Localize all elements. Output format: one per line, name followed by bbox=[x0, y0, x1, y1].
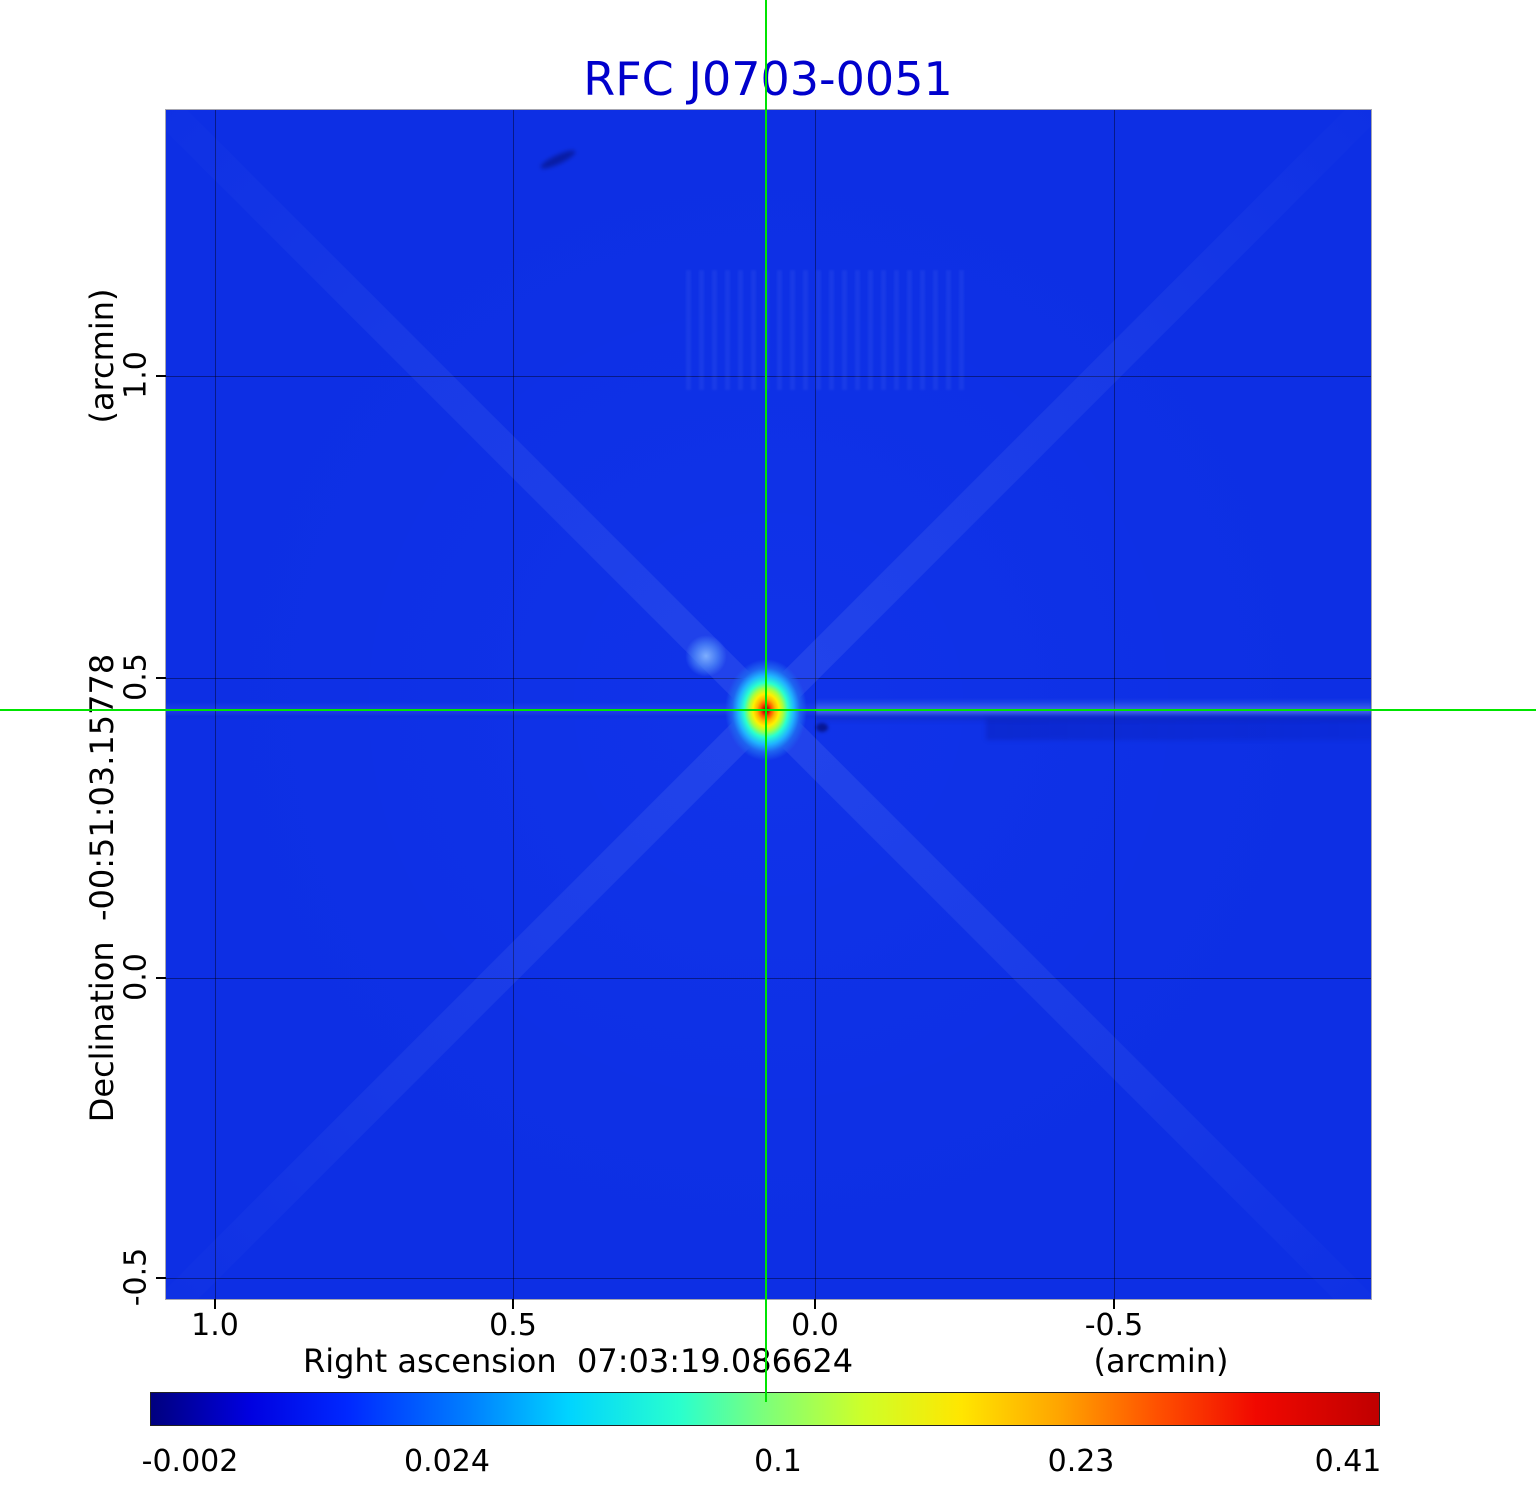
y-axis-tick bbox=[156, 375, 166, 377]
x-axis-unit: (arcmin) bbox=[1093, 1342, 1229, 1380]
sidelobe-streak bbox=[816, 698, 1371, 724]
y-tick-label: 1.0 bbox=[118, 351, 154, 399]
y-tick-label: 0.5 bbox=[118, 653, 154, 701]
y-axis-unit: (arcmin) bbox=[83, 288, 121, 424]
plot-title: RFC J0703-0051 bbox=[583, 52, 953, 106]
grid-line-vertical bbox=[1114, 110, 1115, 1299]
x-axis-tick bbox=[512, 1299, 514, 1309]
x-tick-label: 0.5 bbox=[489, 1308, 537, 1343]
colorbar-tick-label: 0.23 bbox=[1047, 1444, 1115, 1479]
x-tick-label: 1.0 bbox=[191, 1308, 239, 1343]
y-axis-tick bbox=[156, 677, 166, 679]
crosshair-horizontal-line bbox=[0, 709, 1536, 711]
image-plot-area bbox=[165, 109, 1372, 1300]
y-axis-tick bbox=[156, 977, 166, 979]
colorbar-tick-label: 0.024 bbox=[404, 1444, 490, 1479]
y-axis-tick bbox=[156, 1277, 166, 1279]
x-axis-label: Right ascension 07:03:19.086624 bbox=[302, 1342, 854, 1380]
x-axis-tick bbox=[214, 1299, 216, 1309]
dark-smudge bbox=[538, 147, 578, 172]
dark-artifact-wedge bbox=[986, 718, 1371, 740]
y-axis-label: Declination -00:51:03.15778 bbox=[83, 653, 121, 1123]
x-axis-tick bbox=[814, 1299, 816, 1309]
y-tick-label: 0.0 bbox=[118, 953, 154, 1001]
colorbar-tick-label: 0.1 bbox=[754, 1444, 802, 1479]
sidelobe-ripples bbox=[686, 270, 966, 390]
x-axis-tick bbox=[1113, 1299, 1115, 1309]
dark-spot bbox=[816, 723, 828, 732]
colorbar-tick-label: -0.002 bbox=[141, 1444, 239, 1479]
colorbar-tick-label: 0.41 bbox=[1314, 1444, 1382, 1479]
grid-line-horizontal bbox=[166, 376, 1371, 377]
x-tick-label: 0.0 bbox=[791, 1308, 839, 1343]
y-tick-label: -0.5 bbox=[118, 1247, 154, 1307]
grid-line-horizontal bbox=[166, 978, 1371, 979]
crosshair-vertical-line bbox=[765, 0, 767, 1402]
x-tick-label: -0.5 bbox=[1084, 1308, 1144, 1343]
grid-line-vertical bbox=[215, 110, 216, 1299]
grid-line-horizontal bbox=[166, 1278, 1371, 1279]
grid-line-vertical bbox=[513, 110, 514, 1299]
